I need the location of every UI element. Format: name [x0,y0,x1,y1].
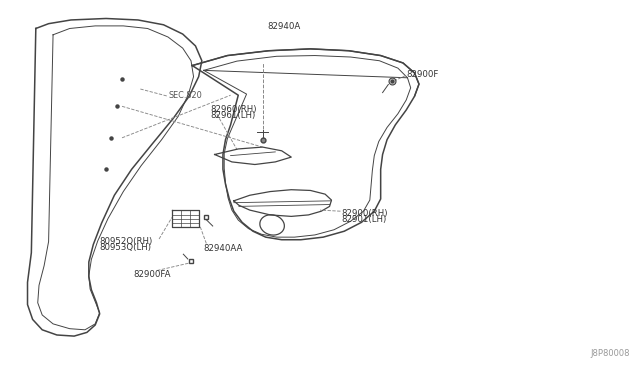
Text: 82901(LH): 82901(LH) [342,215,387,224]
Text: J8P80008: J8P80008 [590,349,630,358]
Text: 82960(RH): 82960(RH) [210,105,257,114]
Text: 82900FA: 82900FA [134,270,171,279]
Text: 82900(RH): 82900(RH) [342,209,388,218]
Text: 82900F: 82900F [407,70,439,79]
Text: 82940A: 82940A [268,22,301,31]
Text: 80953Q(LH): 80953Q(LH) [100,243,152,252]
Text: 82961(LH): 82961(LH) [210,111,255,120]
Text: 82940AA: 82940AA [204,244,243,253]
Text: SEC.820: SEC.820 [168,92,202,100]
Text: 80952Q(RH): 80952Q(RH) [100,237,153,246]
